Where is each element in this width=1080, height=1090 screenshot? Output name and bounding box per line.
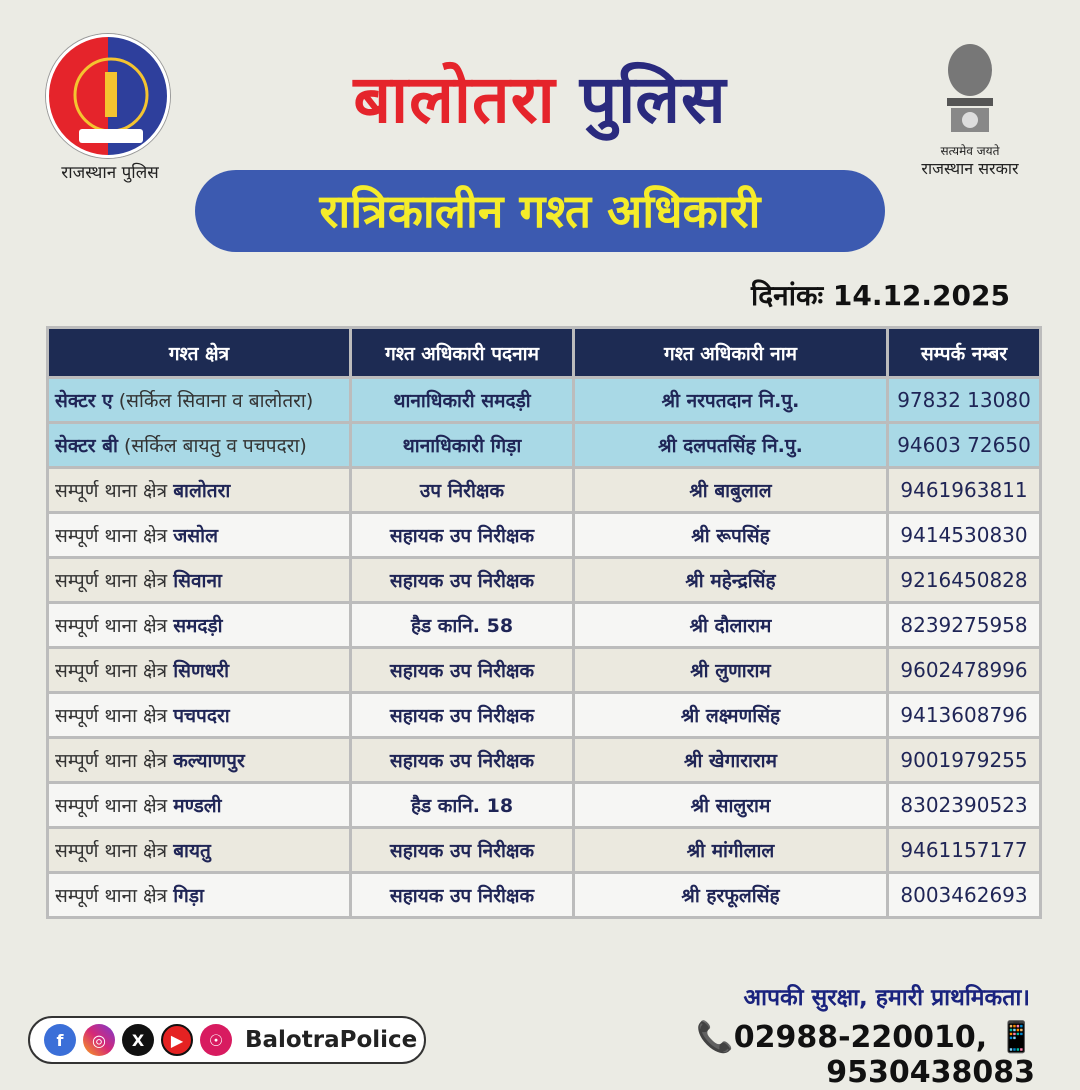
- area-cell: सम्पूर्ण थाना क्षेत्र मण्डली: [46, 781, 352, 829]
- area-cell: सम्पूर्ण थाना क्षेत्र बायतु: [46, 826, 352, 874]
- name-cell: श्री मांगीलाल: [572, 826, 889, 874]
- table-row: सम्पूर्ण थाना क्षेत्र पचपदरा सहायक उप नि…: [46, 691, 1042, 739]
- area-cell: सम्पूर्ण थाना क्षेत्र बालोतरा: [46, 466, 352, 514]
- column-header: गश्त अधिकारी पदनाम: [349, 326, 575, 379]
- area-cell: सेक्टर ए (सर्किल सिवाना व बालोतरा): [46, 376, 352, 424]
- area-cell: सम्पूर्ण थाना क्षेत्र जसोल: [46, 511, 352, 559]
- column-header: गश्त क्षेत्र: [46, 326, 352, 379]
- name-cell: श्री दौलाराम: [572, 601, 889, 649]
- slogan: आपकी सुरक्षा, हमारी प्राथमिकता।: [743, 985, 1030, 1011]
- name-cell: श्री नरपतदान नि.पु.: [572, 376, 889, 424]
- name-cell: श्री सालुराम: [572, 781, 889, 829]
- designation-cell: सहायक उप निरीक्षक: [349, 691, 575, 739]
- table-row: सम्पूर्ण थाना क्षेत्र सिवाना सहायक उप नि…: [46, 556, 1042, 604]
- area-cell: सम्पूर्ण थाना क्षेत्र पचपदरा: [46, 691, 352, 739]
- table-row: सम्पूर्ण थाना क्षेत्र मण्डली हैड कानि. 1…: [46, 781, 1042, 829]
- designation-cell: थानाधिकारी समदड़ी: [349, 376, 575, 424]
- phone-cell: 9001979255: [886, 736, 1042, 784]
- social-bar: f ◎ X ▶ ☉ BalotraPolice: [28, 1016, 426, 1064]
- youtube-icon[interactable]: ▶: [161, 1024, 193, 1056]
- emblem-motto: सत्यमेव जयते: [940, 144, 1000, 158]
- name-cell: श्री लक्ष्मणसिंह: [572, 691, 889, 739]
- facebook-icon[interactable]: f: [44, 1024, 76, 1056]
- instagram-icon[interactable]: ◎: [83, 1024, 115, 1056]
- table-row: सम्पूर्ण थाना क्षेत्र बायतु सहायक उप निर…: [46, 826, 1042, 874]
- designation-cell: सहायक उप निरीक्षक: [349, 826, 575, 874]
- table-row: सम्पूर्ण थाना क्षेत्र सिणधरी सहायक उप नि…: [46, 646, 1042, 694]
- emblem-caption: राजस्थान सरकार: [921, 159, 1019, 178]
- phone-cell: 9461157177: [886, 826, 1042, 874]
- logo-caption: राजस्थान पुलिस: [61, 163, 159, 183]
- designation-cell: सहायक उप निरीक्षक: [349, 556, 575, 604]
- table-row: सम्पूर्ण थाना क्षेत्र बालोतरा उप निरीक्ष…: [46, 466, 1042, 514]
- koo-icon[interactable]: ☉: [200, 1024, 232, 1056]
- name-cell: श्री महेन्द्रसिंह: [572, 556, 889, 604]
- designation-cell: थानाधिकारी गिड़ा: [349, 421, 575, 469]
- column-header: सम्पर्क नम्बर: [886, 326, 1042, 379]
- designation-cell: सहायक उप निरीक्षक: [349, 871, 575, 919]
- name-cell: श्री लुणाराम: [572, 646, 889, 694]
- column-header: गश्त अधिकारी नाम: [572, 326, 889, 379]
- x-icon[interactable]: X: [122, 1024, 154, 1056]
- table-header-row: गश्त क्षेत्र गश्त अधिकारी पदनाम गश्त अधि…: [46, 326, 1042, 379]
- table-row: सम्पूर्ण थाना क्षेत्र कल्याणपुर सहायक उप…: [46, 736, 1042, 784]
- name-cell: श्री दलपतसिंह नि.पु.: [572, 421, 889, 469]
- name-cell: श्री हरफूलसिंह: [572, 871, 889, 919]
- designation-cell: सहायक उप निरीक्षक: [349, 646, 575, 694]
- social-handle[interactable]: BalotraPolice: [245, 1027, 418, 1053]
- subtitle-banner: रात्रिकालीन गश्त अधिकारी: [195, 170, 885, 252]
- area-cell: सम्पूर्ण थाना क्षेत्र गिड़ा: [46, 871, 352, 919]
- phone-cell: 9413608796: [886, 691, 1042, 739]
- table-row: सम्पूर्ण थाना क्षेत्र समदड़ी हैड कानि. 5…: [46, 601, 1042, 649]
- rajasthan-police-logo: [46, 34, 170, 158]
- designation-cell: हैड कानि. 58: [349, 601, 575, 649]
- area-cell: सम्पूर्ण थाना क्षेत्र सिवाना: [46, 556, 352, 604]
- name-cell: श्री खेगाराराम: [572, 736, 889, 784]
- phone-cell: 9602478996: [886, 646, 1042, 694]
- phone-cell: 8003462693: [886, 871, 1042, 919]
- area-cell: सम्पूर्ण थाना क्षेत्र समदड़ी: [46, 601, 352, 649]
- phone-cell: 9216450828: [886, 556, 1042, 604]
- table-row: सम्पूर्ण थाना क्षेत्र जसोल सहायक उप निरी…: [46, 511, 1042, 559]
- phone-cell: 9414530830: [886, 511, 1042, 559]
- designation-cell: उप निरीक्षक: [349, 466, 575, 514]
- phone-cell: 8239275958: [886, 601, 1042, 649]
- ashoka-emblem-icon: [935, 40, 1005, 140]
- phone-cell: 97832 13080: [886, 376, 1042, 424]
- designation-cell: हैड कानि. 18: [349, 781, 575, 829]
- designation-cell: सहायक उप निरीक्षक: [349, 736, 575, 784]
- phone-cell: 8302390523: [886, 781, 1042, 829]
- designation-cell: सहायक उप निरीक्षक: [349, 511, 575, 559]
- name-cell: श्री बाबुलाल: [572, 466, 889, 514]
- title-part1: बालोतरा: [353, 61, 556, 138]
- patrol-officers-table: गश्त क्षेत्र गश्त अधिकारी पदनाम गश्त अधि…: [46, 326, 1042, 919]
- date-label: दिनांकः 14.12.2025: [751, 279, 1010, 312]
- table-row: सेक्टर बी (सर्किल बायतु व पचपदरा) थानाधि…: [46, 421, 1042, 469]
- title-part2: पुलिस: [579, 61, 727, 138]
- phone-cell: 9461963811: [886, 466, 1042, 514]
- table-row: सम्पूर्ण थाना क्षेत्र गिड़ा सहायक उप निर…: [46, 871, 1042, 919]
- phone-cell: 94603 72650: [886, 421, 1042, 469]
- area-cell: सम्पूर्ण थाना क्षेत्र कल्याणपुर: [46, 736, 352, 784]
- area-cell: सम्पूर्ण थाना क्षेत्र सिणधरी: [46, 646, 352, 694]
- table-row: सेक्टर ए (सर्किल सिवाना व बालोतरा) थानाध…: [46, 376, 1042, 424]
- area-cell: सेक्टर बी (सर्किल बायतु व पचपदरा): [46, 421, 352, 469]
- name-cell: श्री रूपसिंह: [572, 511, 889, 559]
- page-title: बालोतरा पुलिस: [250, 52, 830, 142]
